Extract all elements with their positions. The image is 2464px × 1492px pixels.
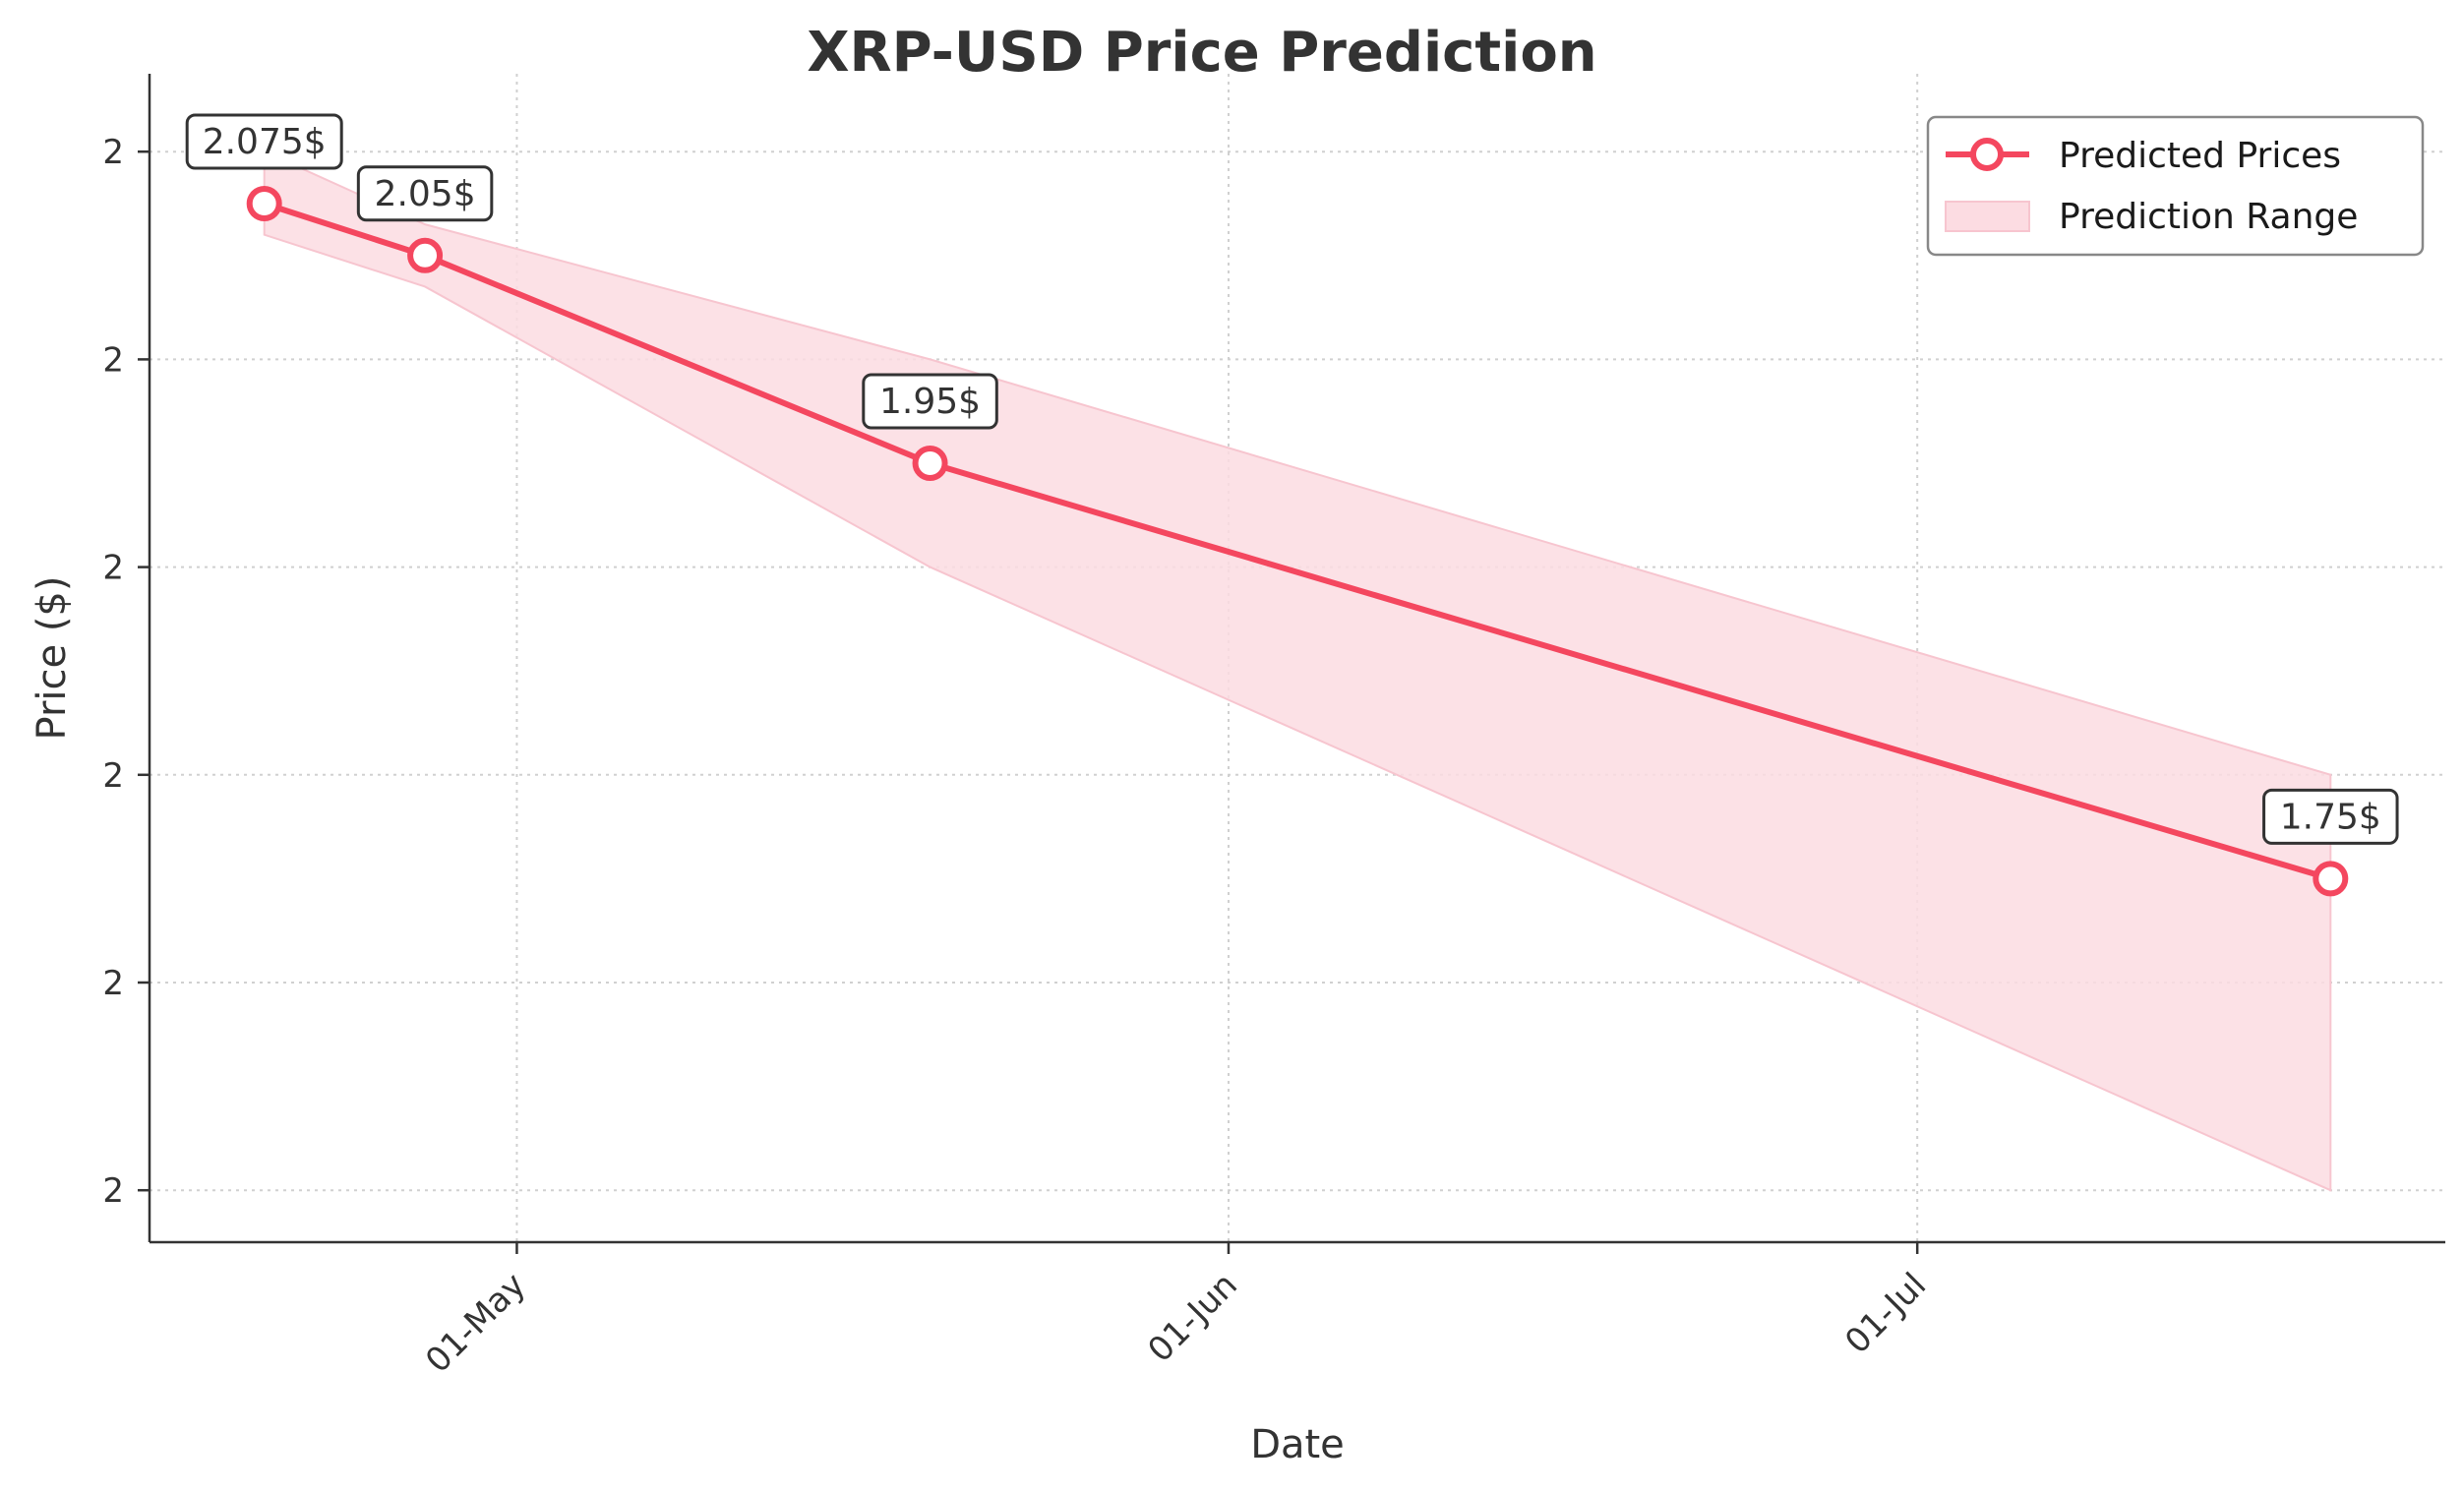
chart-title: XRP-USD Price Prediction [807, 21, 1596, 85]
prediction-range-band [263, 149, 2332, 1192]
data-label: 1.95$ [879, 382, 981, 422]
data-labels-layer: 2.075$ 2.05$ 1.95$ 1.75$ [185, 113, 2399, 845]
data-label: 1.75$ [2280, 797, 2381, 837]
y-tick-label: 2 [102, 549, 124, 588]
legend-box [1926, 115, 2425, 257]
data-label: 2.075$ [203, 122, 327, 162]
y-ticks: 2 2 2 2 2 2 [102, 133, 150, 1211]
legend-band-swatch [1945, 201, 2030, 232]
legend-label-prediction-range: Prediction Range [2059, 197, 2358, 237]
legend-marker-swatch [1970, 138, 2004, 171]
legend-label-predicted-prices: Predicted Prices [2059, 136, 2341, 176]
data-label: 2.05$ [375, 174, 476, 214]
data-label-box [2262, 788, 2399, 845]
predicted-prices-line [261, 201, 2334, 882]
x-tick-label: 01-May [418, 1266, 533, 1381]
data-point [246, 186, 282, 221]
x-ticks: 01-May 01-Jun 01-Jul [418, 1242, 1934, 1381]
data-point [2313, 861, 2349, 897]
y-tick-label: 2 [102, 964, 124, 1003]
data-point [407, 237, 444, 273]
prediction-range-band-layer [263, 149, 2332, 1192]
x-tick-label: 01-Jun [1140, 1266, 1244, 1370]
y-tick-label: 2 [102, 133, 124, 172]
data-label-box [185, 113, 343, 170]
data-label-box [356, 165, 494, 222]
legend: Predicted Prices Prediction Range [1926, 115, 2425, 257]
x-axis-label: Date [1250, 1422, 1345, 1467]
data-point [912, 446, 948, 481]
data-points-layer [246, 186, 2349, 897]
y-axis-label: Price ($) [30, 576, 75, 741]
data-label-box [862, 373, 998, 430]
y-tick-label: 2 [102, 756, 124, 796]
y-tick-label: 2 [102, 340, 124, 380]
y-tick-label: 2 [102, 1171, 124, 1211]
predicted-prices-line-layer [261, 201, 2334, 882]
axes [148, 74, 2445, 1244]
x-tick-label: 01-Jul [1837, 1266, 1934, 1362]
